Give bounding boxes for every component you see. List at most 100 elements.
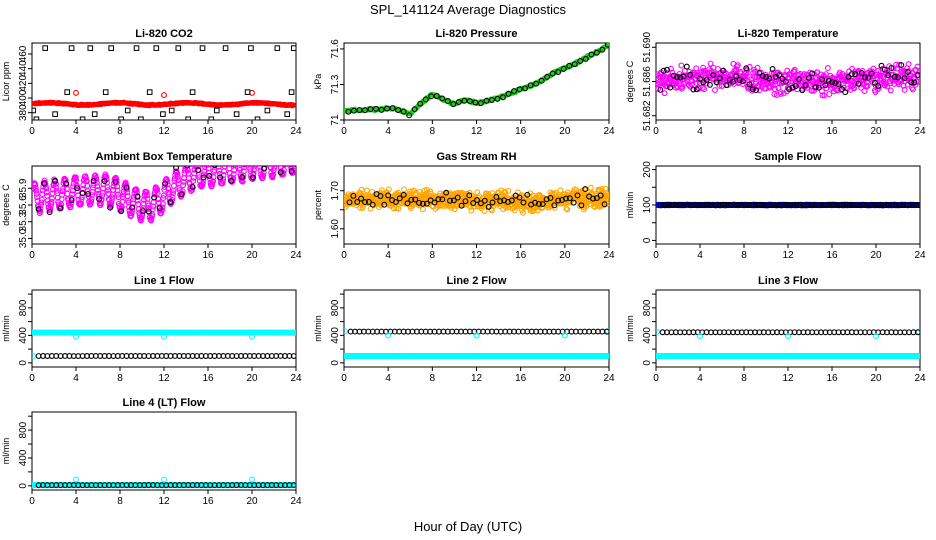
data-point: [260, 172, 267, 179]
data-point: [746, 81, 753, 88]
data-point: [911, 79, 918, 86]
data-point: [669, 69, 676, 76]
data-point: [214, 107, 220, 114]
data-point: [796, 76, 802, 83]
data-point: [73, 333, 79, 340]
data-point: [200, 171, 207, 178]
data-point: [733, 63, 740, 70]
data-point: [701, 86, 708, 93]
data-point: [865, 74, 872, 81]
y-axis-label: degrees C: [1, 184, 11, 226]
data-point: [255, 149, 260, 154]
data-point: [278, 158, 283, 163]
data-point: [698, 202, 705, 209]
series-continuous: [656, 60, 920, 99]
series-low: [32, 353, 37, 359]
data-point: [175, 177, 182, 184]
data-point: [245, 147, 250, 152]
data-point: [466, 192, 473, 199]
data-point: [190, 178, 197, 185]
data-point: [250, 174, 257, 181]
data-point: [211, 166, 218, 169]
data-point: [277, 155, 282, 160]
y-axis-label: degrees C: [625, 60, 635, 102]
data-point: [247, 158, 252, 163]
data-point: [474, 197, 481, 204]
data-point: [888, 65, 895, 71]
data-point: [739, 202, 746, 209]
data-point: [275, 144, 280, 149]
data-point: [384, 105, 391, 112]
data-point: [98, 196, 105, 203]
data-point: [210, 178, 217, 185]
data-point: [422, 96, 429, 103]
data-point: [693, 86, 700, 93]
data-point: [263, 151, 268, 156]
data-point: [273, 158, 278, 163]
data-point: [64, 89, 71, 95]
data-point: [401, 186, 408, 193]
series-average: [35, 353, 296, 359]
data-point: [481, 208, 488, 214]
data-point: [416, 199, 423, 206]
series-average: [346, 186, 608, 210]
data-point: [69, 191, 76, 198]
data-point: [678, 62, 685, 69]
data-point: [244, 89, 251, 95]
data-point: [38, 199, 45, 206]
data-point: [794, 202, 801, 209]
data-point: [716, 82, 723, 89]
data-point: [216, 170, 223, 177]
data-point: [263, 154, 268, 159]
data-point: [91, 111, 98, 117]
data-point: [248, 45, 254, 51]
x-tick-label: 16: [515, 373, 527, 384]
data-point: [778, 202, 785, 209]
data-point: [286, 147, 291, 152]
y-tick-label: 1.70: [330, 181, 341, 201]
data-point: [461, 97, 468, 104]
data-point: [836, 69, 843, 76]
data-point: [112, 178, 119, 185]
data-point: [887, 87, 894, 94]
data-point: [908, 79, 915, 86]
x-tick-label: 0: [653, 250, 659, 261]
data-point: [916, 353, 920, 359]
data-point: [396, 195, 403, 202]
data-point: [604, 43, 609, 48]
x-tick-label: 24: [603, 126, 615, 137]
data-point: [754, 64, 761, 71]
data-point: [367, 106, 374, 113]
data-point: [878, 62, 885, 69]
data-point: [822, 82, 829, 89]
data-point: [191, 166, 198, 173]
data-point: [861, 88, 868, 94]
data-point: [406, 112, 413, 119]
data-point: [291, 45, 296, 51]
data-point: [842, 89, 849, 96]
data-point: [180, 178, 187, 185]
data-point: [205, 166, 211, 168]
data-point: [713, 79, 720, 86]
data-point: [350, 192, 357, 199]
series-reference: [73, 89, 255, 99]
data-point: [285, 144, 290, 149]
data-point: [160, 111, 166, 117]
data-point: [94, 183, 101, 190]
data-point: [44, 192, 51, 199]
data-point: [286, 145, 291, 150]
data-point: [200, 176, 207, 183]
data-point: [673, 83, 680, 90]
data-point: [902, 68, 909, 75]
data-point: [564, 206, 571, 213]
data-point: [665, 201, 672, 208]
data-point: [423, 200, 430, 207]
data-point: [68, 197, 75, 204]
series-average: [35, 166, 295, 216]
data-point: [123, 184, 130, 191]
data-point: [792, 201, 799, 208]
data-point: [133, 187, 140, 194]
data-point: [717, 201, 724, 208]
